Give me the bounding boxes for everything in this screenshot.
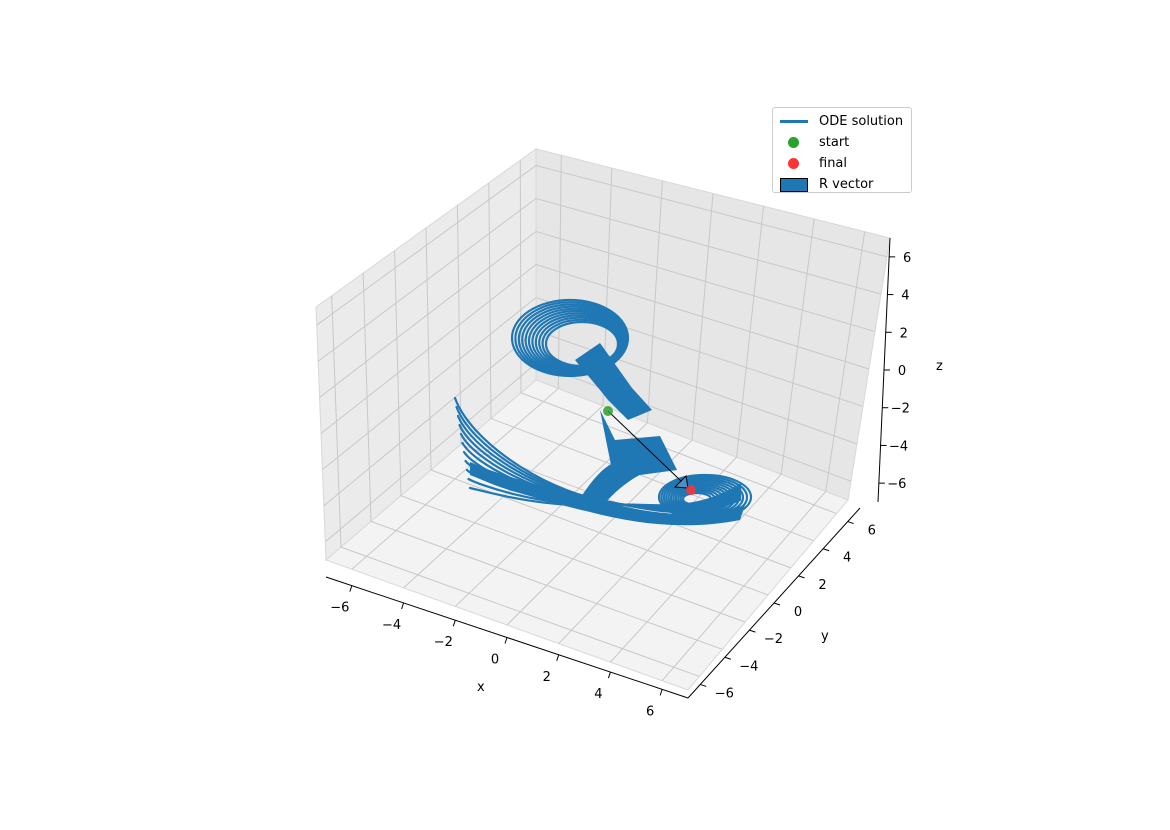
x-gridline [403,168,613,589]
y-tick-label: 0 [794,605,802,620]
x-tick-label: 0 [491,653,499,668]
x-gridline [558,206,765,644]
trajectory-final-spiral [672,484,729,512]
trajectory-dense-sheet [470,462,745,526]
y-tick-label: −2 [764,632,783,647]
legend-item-r-vector: R vector [779,174,905,195]
z-gridline [322,296,864,471]
x-tick-label: 4 [594,687,602,702]
r-vector-arrow [607,410,689,489]
legend-dot-swatch [779,132,809,153]
y-tick [724,656,732,660]
trajectory-final-spiral [667,481,737,515]
trajectory-dense-sheet [575,343,652,420]
z-tick-label: −2 [891,402,910,417]
legend-item-final: final [779,153,905,174]
y-axis-label: y [821,629,829,644]
z-gridline [319,230,876,398]
x-tick [349,585,353,592]
trajectory-dense-sheet [575,458,650,510]
x-tick-label: 6 [646,704,654,719]
x-tick [401,602,405,610]
legend: ODE solution start final R vector [772,107,912,193]
legend-line-swatch [779,111,809,132]
final-point [686,485,696,495]
y-tick-label: −6 [715,686,734,701]
legend-rect-swatch [779,174,809,195]
z-tick-label: −6 [887,477,906,492]
x-tick [607,671,611,679]
tick-labels: −6 −6 −6 −4 −4 −4 −2 −2 −2 0 0 0 2 2 2 4 4 4 6 6 6 [330,251,911,719]
z-gridline [320,263,870,434]
y-tick [822,548,830,552]
legend-item-ode-solution: ODE solution [779,111,905,132]
legend-label: R vector [819,177,874,192]
x-tick-label: −2 [434,635,453,650]
z-tick-label: 2 [900,326,908,341]
y-gridline [331,295,700,677]
x-tick [452,620,456,627]
trajectory-final-spiral [679,490,717,508]
x-tick [556,654,560,661]
x-tick-label: −6 [330,601,349,616]
x-gridline [351,155,562,570]
y-tick [749,629,756,633]
y-tick-label: 6 [868,524,876,539]
y-tick-label: 4 [843,551,851,566]
y-tick-label: −4 [739,659,758,674]
x-gridline [506,193,714,626]
x-axis-label: x [477,680,485,695]
y-tick [798,575,805,579]
y-tick [700,683,707,687]
start-point [603,406,613,416]
y-tick [773,602,781,606]
y-tick-label: 2 [818,578,826,593]
legend-dot-swatch [779,153,809,174]
legend-label: start [819,135,850,150]
x-gridline [454,180,663,607]
legend-label: final [819,156,848,171]
tick-marks [349,256,896,696]
y-gridline [362,273,723,650]
y-gridline [394,250,746,623]
z-gridline [316,164,888,326]
z-gridline [317,197,882,362]
z-tick-label: 6 [903,251,911,266]
x-tick-label: −4 [382,618,401,633]
trajectory-final-spiral [674,486,725,511]
x-tick [504,637,508,644]
x-tick [659,689,663,696]
z-tick-label: 0 [898,364,906,379]
trajectory-final-spiral [677,488,721,509]
y-gridline [425,227,769,596]
z-axis-label: z [936,359,943,374]
z-tick-label: −4 [889,439,908,454]
legend-label: ODE solution [819,114,904,129]
trajectory-final-spiral [681,491,713,507]
y-gridline [519,160,837,515]
x-tick-label: 2 [543,670,551,685]
trajectory-final-spiral [669,482,733,514]
z-tick-label: 4 [901,289,909,304]
y-gridline [456,205,792,569]
y-tick [847,521,854,525]
x-gridline [610,218,815,663]
legend-item-start: start [779,132,905,153]
ode-solution-trajectory [453,298,753,526]
x-gridline [661,231,866,682]
